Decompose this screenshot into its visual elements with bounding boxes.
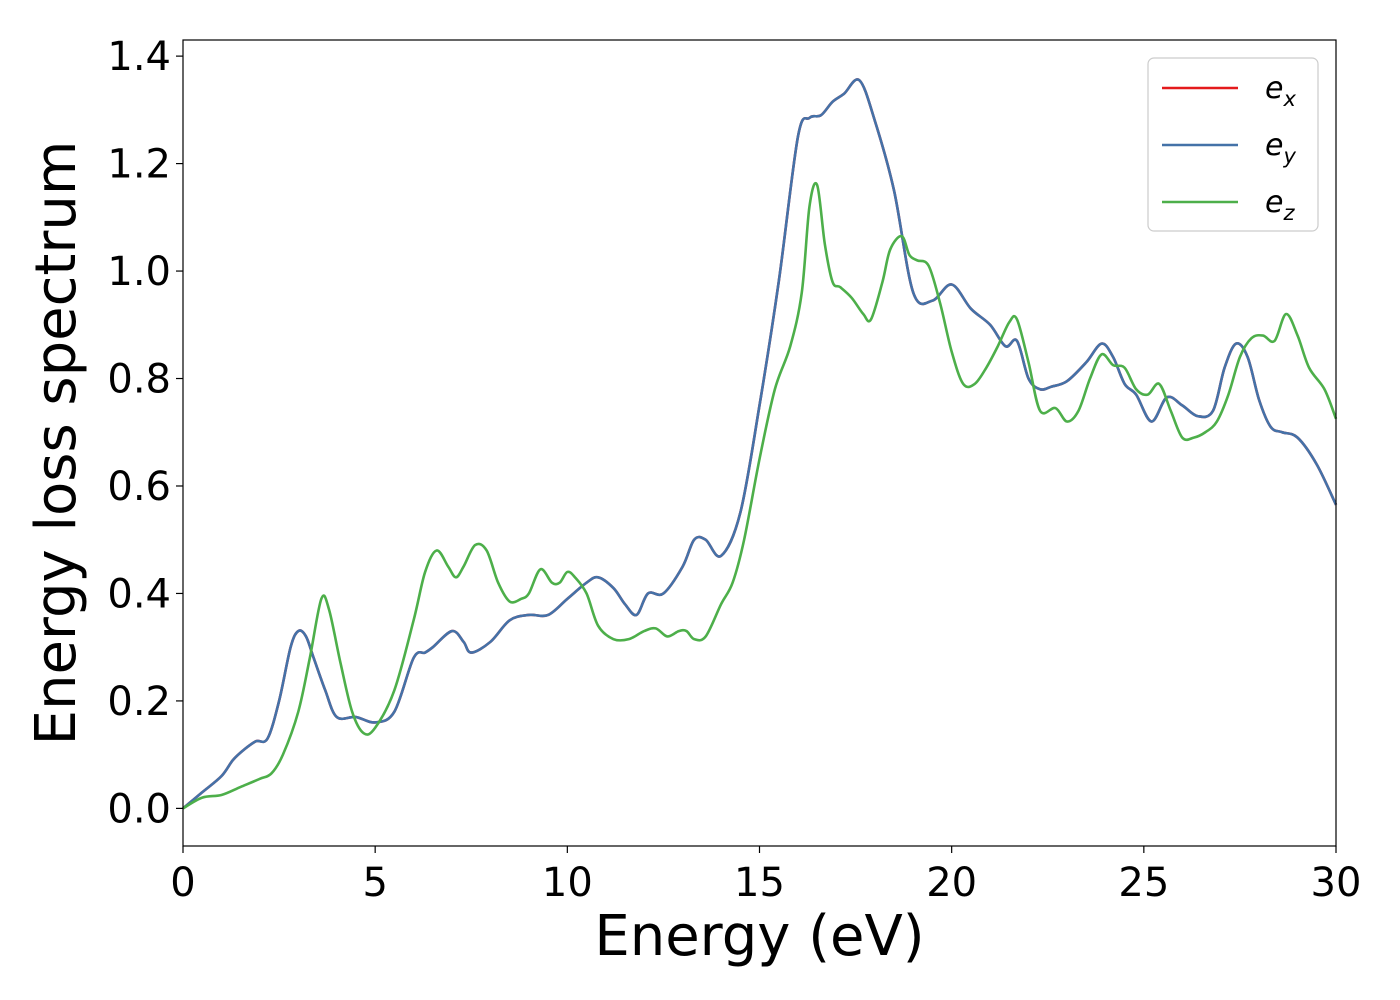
x-tick-label: 15 [734,860,785,906]
y-tick-label: 0.4 [107,571,171,617]
series-line-y [182,78,1338,810]
legend-label-x: ex [1265,71,1296,111]
y-tick-label: 0.6 [107,464,171,510]
x-axis: 0 5 10 15 20 25 30 [170,846,1361,906]
x-tick-label: 5 [362,860,387,906]
legend-label-z: ez [1265,185,1295,225]
series-layer [182,78,1338,810]
y-tick-label: 1.4 [107,34,171,80]
y-tick-label: 1.0 [107,249,171,295]
x-tick-label: 10 [542,860,593,906]
x-tick-label: 20 [926,860,977,906]
legend-label-y: ey [1265,128,1296,168]
x-tick-label: 25 [1118,860,1169,906]
y-axis: 0.0 0.2 0.4 0.6 0.8 1.0 1.2 1.4 [107,34,183,832]
y-tick-label: 0.0 [107,786,171,832]
x-tick-label: 30 [1311,860,1362,906]
x-axis-label: Energy (eV) [594,904,924,969]
y-tick-label: 1.2 [107,142,171,188]
series-line-z [182,181,1338,810]
y-tick-label: 0.2 [107,679,171,725]
y-axis-label: Energy loss spectrum [24,141,89,746]
x-tick-label: 0 [170,860,195,906]
legend: ex ey ez [1147,57,1319,232]
y-tick-label: 0.8 [107,357,171,403]
